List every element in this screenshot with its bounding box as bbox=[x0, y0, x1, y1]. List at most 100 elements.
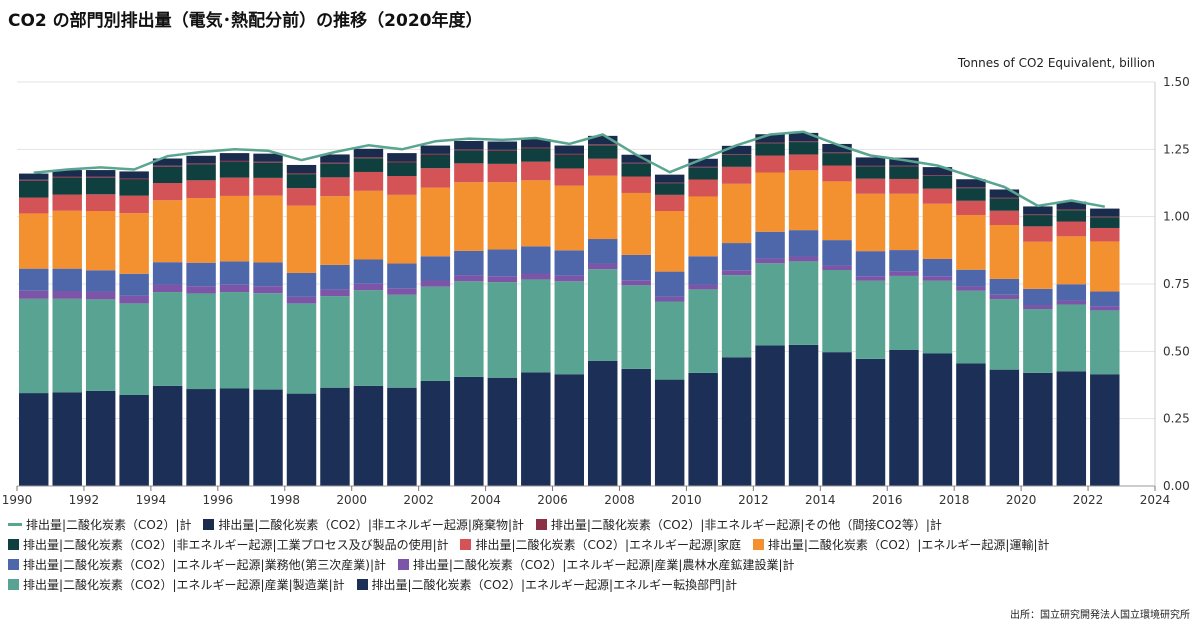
bar-segment-waste bbox=[788, 132, 819, 142]
legend-swatch bbox=[397, 559, 409, 570]
bar-segment-commercial bbox=[989, 278, 1020, 295]
bar-segment-manufacturing bbox=[922, 280, 953, 354]
bar-segment-other-indirect bbox=[521, 147, 551, 149]
bar-segment-energy-conversion bbox=[588, 360, 618, 486]
bar-segment-manufacturing bbox=[822, 269, 852, 353]
bar-segment-waste bbox=[922, 167, 953, 176]
bar-segment-waste bbox=[353, 148, 384, 158]
bar-segment-commercial bbox=[1056, 284, 1087, 301]
legend-label: 排出量|二酸化炭素（CO2）|非エネルギー起源|その他（間接CO2等）|計 bbox=[550, 518, 942, 532]
bar-segment-other-indirect bbox=[588, 144, 618, 146]
bar-segment-waste bbox=[253, 153, 283, 162]
bar-segment-household bbox=[788, 154, 819, 171]
bar-segment-manufacturing bbox=[1023, 309, 1053, 373]
legend-swatch bbox=[8, 539, 19, 550]
bar-segment-commercial bbox=[521, 246, 551, 274]
bar-segment-waste bbox=[588, 135, 618, 145]
bar-segment-agri-construction bbox=[956, 286, 986, 291]
bar-segment-industrial-process bbox=[654, 183, 685, 195]
bar-segment-household bbox=[822, 165, 852, 182]
bar-segment-other-indirect bbox=[119, 178, 149, 180]
bar-segment-transport bbox=[420, 187, 451, 257]
stacked-bar-chart: 0.00 0.25 0.50 0.75 1.00 1.25 1.50 1990 1992 1994… bbox=[2, 75, 1190, 507]
legend-label: 排出量|二酸化炭素（CO2）|エネルギー起源|産業|製造業|計 bbox=[23, 578, 345, 592]
bar-segment-transport bbox=[989, 225, 1020, 279]
bar-segment-manufacturing bbox=[755, 263, 785, 346]
bar-segment-household bbox=[956, 200, 986, 216]
bar-segment-commercial bbox=[855, 251, 886, 277]
bar-segment-waste bbox=[688, 158, 718, 167]
bar-segment-other-indirect bbox=[755, 142, 785, 144]
bar-segment-transport bbox=[353, 190, 384, 260]
bar-segment-energy-conversion bbox=[219, 388, 250, 486]
source-note: 出所：国立研究開発法人国立環境研究所 bbox=[1010, 610, 1190, 621]
bar-segment-industrial-process bbox=[186, 164, 216, 181]
bar-segment-commercial bbox=[219, 261, 250, 285]
bar-segment-agri-construction bbox=[1023, 305, 1053, 310]
bar-segment-manufacturing bbox=[420, 286, 451, 381]
legend-item-manufacturing: 排出量|二酸化炭素（CO2）|エネルギー起源|産業|製造業|計 bbox=[8, 575, 345, 595]
bar-segment-industrial-process bbox=[889, 166, 919, 179]
bar-segment-agri-construction bbox=[554, 275, 584, 282]
bar-segment-manufacturing bbox=[487, 282, 518, 378]
bar-segment-agri-construction bbox=[119, 295, 149, 304]
bar-segment-agri-construction bbox=[353, 283, 384, 291]
bar-segment-commercial bbox=[788, 230, 819, 257]
bar-segment-commercial bbox=[52, 268, 82, 292]
bar-segment-energy-conversion bbox=[1056, 371, 1087, 486]
bar-segment-other-indirect bbox=[621, 162, 651, 164]
y-tick-label: 0.50 bbox=[1163, 344, 1190, 358]
bar-segment-other-indirect bbox=[320, 162, 350, 164]
bar-segment-manufacturing bbox=[989, 299, 1020, 370]
bar-segment-industrial-process bbox=[621, 163, 651, 177]
bar-segment-agri-construction bbox=[85, 291, 116, 300]
legend-item-household: 排出量|二酸化炭素（CO2）|エネルギー起源|家庭 bbox=[460, 535, 741, 555]
bar-segment-agri-construction bbox=[253, 286, 283, 294]
bar-segment-household bbox=[989, 210, 1020, 226]
bar-segment-energy-conversion bbox=[621, 368, 651, 486]
bar-segment-waste bbox=[721, 145, 752, 155]
legend-swatch bbox=[535, 519, 547, 530]
bar-segment-energy-conversion bbox=[19, 393, 49, 486]
legend-label: 排出量|二酸化炭素（CO2）|エネルギー起源|エネルギー転換部門|計 bbox=[371, 578, 738, 592]
chart-legend: 排出量|二酸化炭素（CO2）|計 排出量|二酸化炭素（CO2）|非エネルギー起源… bbox=[8, 515, 1188, 595]
bar-segment-transport bbox=[788, 170, 819, 231]
bar-segment-industrial-process bbox=[119, 179, 149, 196]
x-tick-label: 2008 bbox=[604, 493, 635, 507]
bar-segment-industrial-process bbox=[922, 175, 953, 189]
bar-segment-commercial bbox=[956, 269, 986, 287]
bar-segment-manufacturing bbox=[85, 299, 116, 391]
bar-segment-agri-construction bbox=[721, 270, 752, 276]
bar-segment-waste bbox=[320, 154, 350, 163]
bar-segment-transport bbox=[454, 182, 484, 251]
bar-segment-household bbox=[387, 175, 417, 195]
bar-segment-waste bbox=[889, 157, 919, 166]
bar-segment-waste bbox=[186, 155, 216, 164]
bar-segment-household bbox=[119, 195, 149, 214]
bar-segment-manufacturing bbox=[353, 290, 384, 386]
bar-segment-energy-conversion bbox=[454, 376, 484, 486]
bar-segment-waste bbox=[855, 157, 886, 166]
bar-stacks bbox=[19, 132, 1120, 486]
bar-segment-commercial bbox=[85, 270, 116, 292]
bar-segment-commercial bbox=[119, 273, 149, 296]
y-tick-label: 1.25 bbox=[1163, 142, 1190, 156]
bar-segment-transport bbox=[956, 215, 986, 270]
bar-segment-commercial bbox=[387, 263, 417, 289]
bar-segment-other-indirect bbox=[186, 163, 216, 165]
bar-segment-transport bbox=[387, 194, 417, 264]
bar-segment-household bbox=[654, 194, 685, 212]
bar-segment-household bbox=[353, 171, 384, 191]
bar-segment-energy-conversion bbox=[286, 393, 317, 486]
bar-segment-manufacturing bbox=[654, 301, 685, 380]
legend-item-energy-conversion: 排出量|二酸化炭素（CO2）|エネルギー起源|エネルギー転換部門|計 bbox=[356, 575, 738, 595]
bar-segment-industrial-process bbox=[387, 162, 417, 176]
bar-segment-energy-conversion bbox=[755, 345, 785, 486]
x-tick-label: 2024 bbox=[1140, 493, 1171, 507]
x-tick-label: 2020 bbox=[1006, 493, 1037, 507]
bar-segment-commercial bbox=[588, 239, 618, 264]
bar-segment-energy-conversion bbox=[688, 372, 718, 486]
bar-segment-industrial-process bbox=[487, 150, 518, 164]
bar-segment-other-indirect bbox=[822, 152, 852, 154]
bar-segment-industrial-process bbox=[454, 150, 484, 164]
